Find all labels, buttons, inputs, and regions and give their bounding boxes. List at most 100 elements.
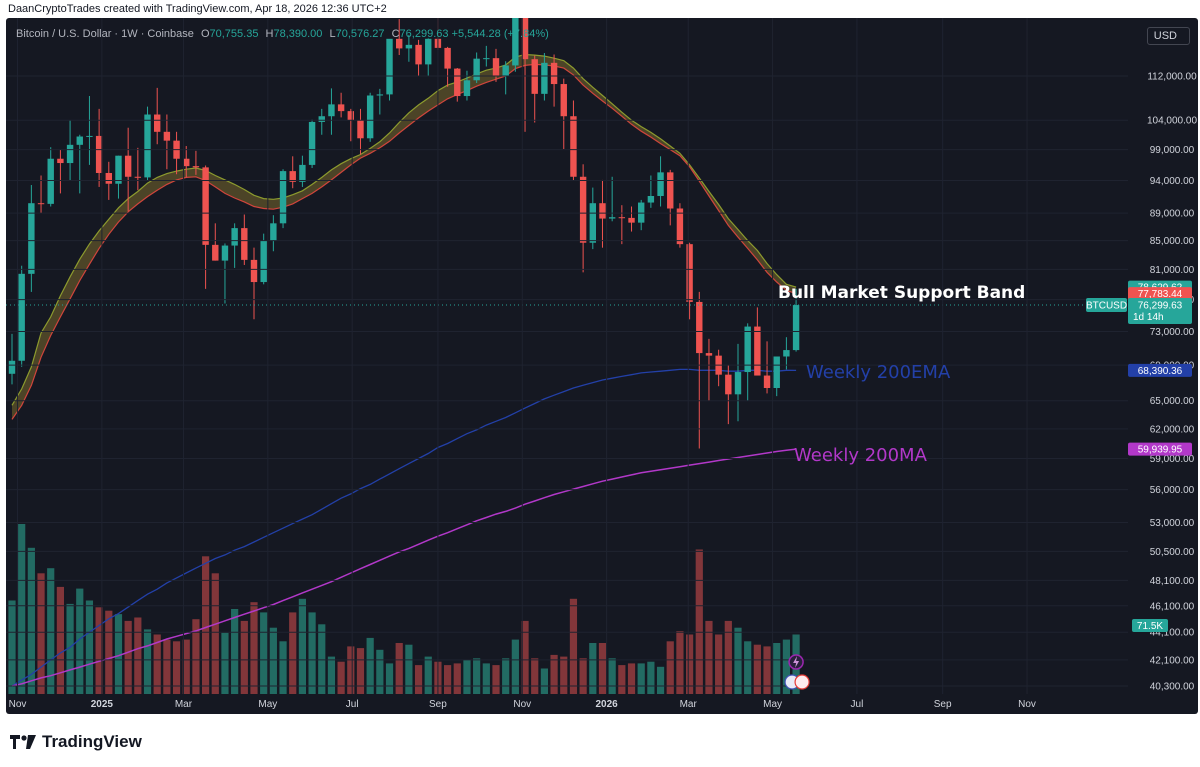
- y-tick-label: 99,000.00: [1150, 145, 1195, 156]
- candle: [28, 185, 35, 292]
- tag-symbol: BTCUSD: [1086, 298, 1127, 313]
- volume-bar: [579, 658, 587, 694]
- candle-body: [676, 208, 684, 245]
- volume-bar: [395, 643, 403, 694]
- tag-ma200-bg: [1128, 442, 1192, 456]
- candle-body: [28, 203, 35, 274]
- y-tick-label: 40,300.00: [1150, 682, 1195, 693]
- candle-body: [386, 38, 393, 95]
- candle: [618, 205, 626, 245]
- x-tick-label: 2025: [91, 699, 114, 710]
- candle-body: [667, 172, 674, 209]
- volume-bar: [715, 634, 723, 694]
- volume-bar: [105, 610, 113, 694]
- legend-low-label: L: [329, 28, 336, 40]
- candle-body: [270, 223, 277, 241]
- legend-low: 70,576.27: [335, 28, 385, 40]
- volume-bar: [734, 627, 742, 694]
- candle-body: [183, 158, 190, 167]
- candle: [405, 34, 413, 62]
- candle-body: [212, 244, 219, 261]
- candle-body: [483, 58, 490, 60]
- annotation-bull-band: Bull Market Support Band: [778, 283, 1025, 303]
- annotations: Bull Market Support Band Weekly 200EMA W…: [778, 283, 1025, 466]
- candle-body: [18, 273, 25, 361]
- volume-bar: [76, 588, 84, 694]
- candle: [463, 70, 471, 101]
- candle: [154, 87, 161, 145]
- y-tick-label: 62,000.00: [1150, 424, 1195, 435]
- volume-bar: [376, 649, 384, 694]
- candle: [696, 291, 703, 449]
- volume-bar: [637, 663, 645, 694]
- candle: [260, 233, 267, 285]
- candle: [66, 120, 74, 181]
- volume-bar: [318, 624, 326, 694]
- candle: [396, 19, 403, 56]
- tag-last-price-value: 76,299.63: [1138, 301, 1183, 312]
- candle: [386, 38, 393, 101]
- candle-body: [37, 203, 45, 205]
- tag-ma200-text: 59,939.95: [1138, 445, 1183, 456]
- candle: [250, 247, 258, 320]
- volume-bar: [37, 573, 45, 694]
- volume-bar: [511, 639, 519, 694]
- volume-bar: [676, 631, 684, 694]
- event-markers: [784, 654, 810, 690]
- candle: [299, 155, 306, 187]
- candle: [628, 206, 635, 232]
- candle: [715, 349, 722, 387]
- volume-bar: [589, 643, 597, 694]
- candle: [95, 108, 103, 187]
- candle: [608, 176, 616, 222]
- weekly-200ema-line: [11, 368, 797, 687]
- x-tick-label: Mar: [175, 699, 193, 710]
- candle-body: [376, 94, 384, 96]
- volume-bar: [366, 637, 374, 694]
- tag-ma200: 59,939.95: [1128, 442, 1192, 456]
- candle-body: [647, 195, 655, 203]
- candle-body: [405, 44, 413, 49]
- price-chart[interactable]: 112,000.00 104,000.00 99,000.00 94,000.00 89…: [6, 18, 1198, 714]
- currency-button[interactable]: USD: [1146, 27, 1190, 45]
- candle: [667, 169, 674, 226]
- candle: [318, 108, 325, 135]
- chart-panel[interactable]: 112,000.00 104,000.00 99,000.00 94,000.00 89…: [6, 18, 1198, 714]
- candle-body: [57, 158, 64, 164]
- tradingview-logo[interactable]: TradingView: [10, 732, 142, 752]
- volume-bar: [8, 600, 16, 694]
- candle: [521, 18, 529, 132]
- candle-body: [502, 65, 509, 76]
- candle-body: [463, 80, 471, 97]
- candle-body: [454, 68, 461, 97]
- volume-bar: [56, 586, 64, 694]
- y-tick-label: 46,100.00: [1150, 601, 1195, 612]
- tag-band-lower-bg: [1128, 287, 1192, 301]
- candle: [531, 55, 538, 123]
- candle: [270, 215, 277, 252]
- candle: [202, 165, 209, 289]
- ema200-line: [11, 368, 797, 687]
- y-tick-label: 104,000.00: [1147, 116, 1197, 127]
- candle-body: [192, 166, 200, 168]
- volume-bar: [540, 668, 548, 694]
- volume-bar: [347, 646, 355, 694]
- candle: [328, 88, 335, 135]
- volume-bar: [356, 648, 365, 694]
- candle-body: [221, 245, 229, 261]
- candle-body: [763, 375, 771, 388]
- volume-bar: [143, 629, 152, 694]
- candle-body: [66, 144, 74, 164]
- candle: [47, 147, 54, 207]
- candle-body: [579, 176, 587, 243]
- candle: [599, 179, 606, 248]
- volume-bar: [656, 666, 665, 694]
- candle-body: [512, 18, 519, 66]
- candle-body: [202, 167, 209, 245]
- candle-body: [95, 135, 103, 173]
- candle: [638, 199, 645, 231]
- volume-bar: [424, 656, 432, 694]
- candle: [183, 146, 190, 178]
- volume-bar: [192, 619, 200, 694]
